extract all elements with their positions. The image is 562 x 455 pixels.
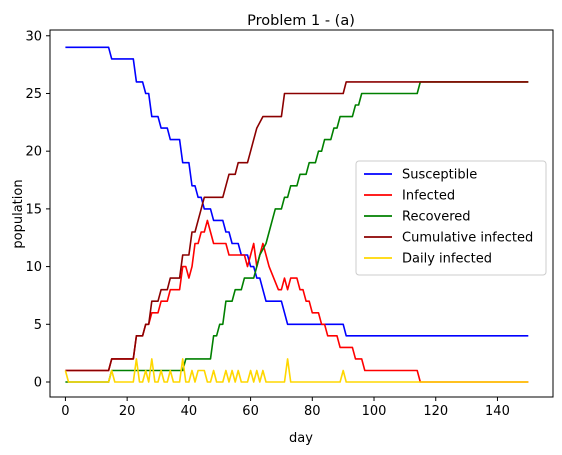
chart-title: Problem 1 - (a): [247, 13, 355, 29]
series-line-infected: [65, 219, 529, 383]
x-tick-label: 40: [181, 404, 198, 419]
x-tick-label: 100: [362, 404, 387, 419]
x-axis-label: day: [289, 431, 313, 446]
legend-label-daily-infected: Daily infected: [402, 252, 492, 267]
y-tick-label: 20: [25, 145, 42, 160]
y-tick-label: 5: [34, 318, 42, 333]
y-tick-label: 0: [34, 375, 42, 390]
y-tick-label: 10: [25, 260, 42, 275]
y-axis-ticks: 0 5 10 15 20 25 30: [25, 29, 50, 390]
x-tick-label: 20: [119, 404, 136, 419]
x-tick-label: 0: [61, 404, 69, 419]
y-tick-label: 15: [25, 202, 42, 217]
y-tick-label: 25: [25, 87, 42, 102]
x-tick-label: 60: [242, 404, 259, 419]
y-tick-label: 30: [25, 29, 42, 44]
series-line-cumulative-infected: [65, 81, 529, 372]
plot-frame: [49, 29, 554, 398]
legend-box: [355, 160, 547, 276]
legend-label-cumulative-infected: Cumulative infected: [402, 231, 533, 246]
legend-label-susceptible: Susceptible: [402, 168, 477, 183]
series-line-susceptible: [65, 46, 529, 337]
x-tick-label: 120: [423, 404, 448, 419]
x-axis-ticks: 0 20 40 60 80 100 120 140: [61, 397, 510, 419]
legend: Susceptible Infected Recovered Cumulative i…: [355, 160, 547, 276]
plot-area: [64, 46, 529, 383]
series-line-recovered: [65, 81, 529, 383]
series-line-daily-infected: [64, 358, 529, 383]
x-tick-label: 80: [304, 404, 321, 419]
x-tick-label: 140: [485, 404, 510, 419]
legend-label-infected: Infected: [402, 189, 455, 204]
y-axis-label: population: [11, 179, 26, 248]
legend-label-recovered: Recovered: [402, 210, 471, 225]
